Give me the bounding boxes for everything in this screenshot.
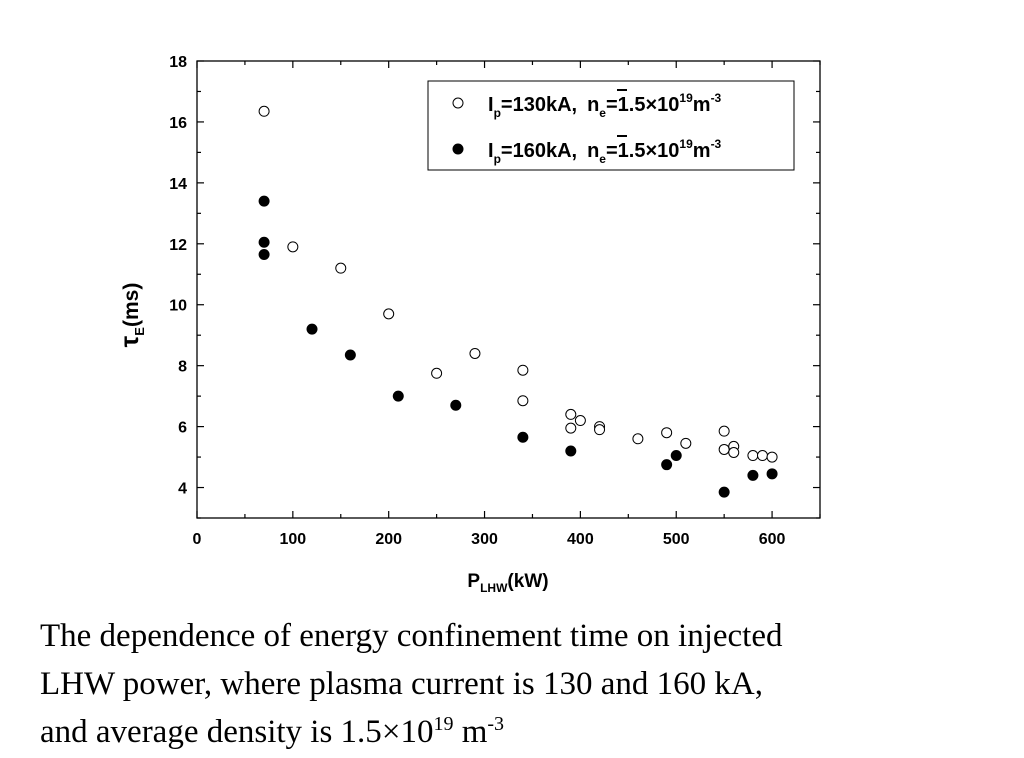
point-130ka <box>728 446 740 458</box>
point-130ka <box>383 308 395 320</box>
x-axis-title-tail: (kW) <box>507 571 548 592</box>
point-160ka <box>670 450 682 462</box>
point-160ka <box>258 236 270 248</box>
figure-caption: The dependence of energy confinement tim… <box>40 612 1000 756</box>
y-axis-title: τE(ms) <box>114 283 147 348</box>
x-tick-label: 400 <box>567 531 594 548</box>
y-tick-label: 18 <box>169 54 187 71</box>
point-130ka <box>680 437 692 449</box>
y-tick-label: 4 <box>178 481 187 498</box>
point-160ka <box>718 486 730 498</box>
point-130ka <box>756 450 768 462</box>
y-tick-label: 10 <box>169 298 187 315</box>
legend-marker-open <box>452 97 464 109</box>
point-130ka <box>718 443 730 455</box>
point-130ka <box>258 105 270 117</box>
point-130ka <box>594 424 606 436</box>
point-130ka <box>565 408 577 420</box>
point-130ka <box>718 425 730 437</box>
point-130ka <box>747 450 759 462</box>
point-160ka <box>450 399 462 411</box>
y-tick-label: 8 <box>178 359 187 376</box>
point-130ka <box>469 347 481 359</box>
data-points <box>258 105 778 498</box>
x-tick-label: 300 <box>471 531 498 548</box>
x-tick-label: 600 <box>759 531 786 548</box>
point-160ka <box>661 459 673 471</box>
point-160ka <box>344 349 356 361</box>
x-axis-title-main: P <box>467 571 480 592</box>
caption-line-2: LHW power, where plasma current is 130 a… <box>40 666 763 702</box>
point-160ka <box>258 248 270 260</box>
point-130ka <box>287 241 299 253</box>
y-tick-label: 14 <box>169 176 187 193</box>
point-160ka <box>517 431 529 443</box>
point-130ka <box>431 367 443 379</box>
caption-line-1: The dependence of energy confinement tim… <box>40 618 783 654</box>
legend-box <box>427 80 795 171</box>
x-tick-label: 100 <box>279 531 306 548</box>
point-160ka <box>392 390 404 402</box>
y-tick-label: 16 <box>169 115 187 132</box>
x-tick-label: 200 <box>375 531 402 548</box>
caption-line-3: and average density is 1.5×1019 m-3 <box>40 713 505 750</box>
legend-density-symbol: n <box>587 94 599 116</box>
point-160ka <box>258 195 270 207</box>
y-tick-label: 6 <box>178 420 187 437</box>
legend-label-130ka: Ip=130kA, ne=1.5×1019m-3 <box>488 91 722 120</box>
scatter-chart: 0 100 200 300 400 500 600 4 6 8 10 12 14 16 18 PLHW(kW… <box>114 54 821 595</box>
plot-frame <box>196 60 821 519</box>
y-axis-title-main: τ <box>114 335 144 347</box>
legend-label-160ka: Ip=160kA, ne=1.5×1019m-3 <box>488 137 722 166</box>
point-160ka <box>565 445 577 457</box>
axis-tick-labels: 0 100 200 300 400 500 600 4 6 8 10 12 14 16 18 <box>169 54 785 548</box>
axis-ticks <box>196 60 821 519</box>
point-130ka <box>517 395 529 407</box>
point-130ka <box>661 427 673 439</box>
point-160ka <box>766 468 778 480</box>
point-130ka <box>766 451 778 463</box>
x-tick-label: 0 <box>193 531 202 548</box>
x-axis-title-sub: LHW <box>480 581 508 595</box>
legend-marker-filled <box>452 143 464 155</box>
y-axis-title-tail: (ms) <box>120 283 143 327</box>
x-tick-label: 500 <box>663 531 690 548</box>
point-130ka <box>335 262 347 274</box>
x-axis-title: PLHW(kW) <box>467 571 548 595</box>
point-130ka <box>632 433 644 445</box>
point-130ka <box>574 415 586 427</box>
times-symbol: × <box>381 714 401 750</box>
y-tick-label: 12 <box>169 237 187 254</box>
point-160ka <box>306 323 318 335</box>
y-axis-title-sub: E <box>132 327 147 336</box>
point-130ka <box>517 364 529 376</box>
point-160ka <box>747 469 759 481</box>
point-130ka <box>565 422 577 434</box>
legend: Ip=130kA, ne=1.5×1019m-3 Ip=160kA, ne=1.5×… <box>427 80 795 171</box>
